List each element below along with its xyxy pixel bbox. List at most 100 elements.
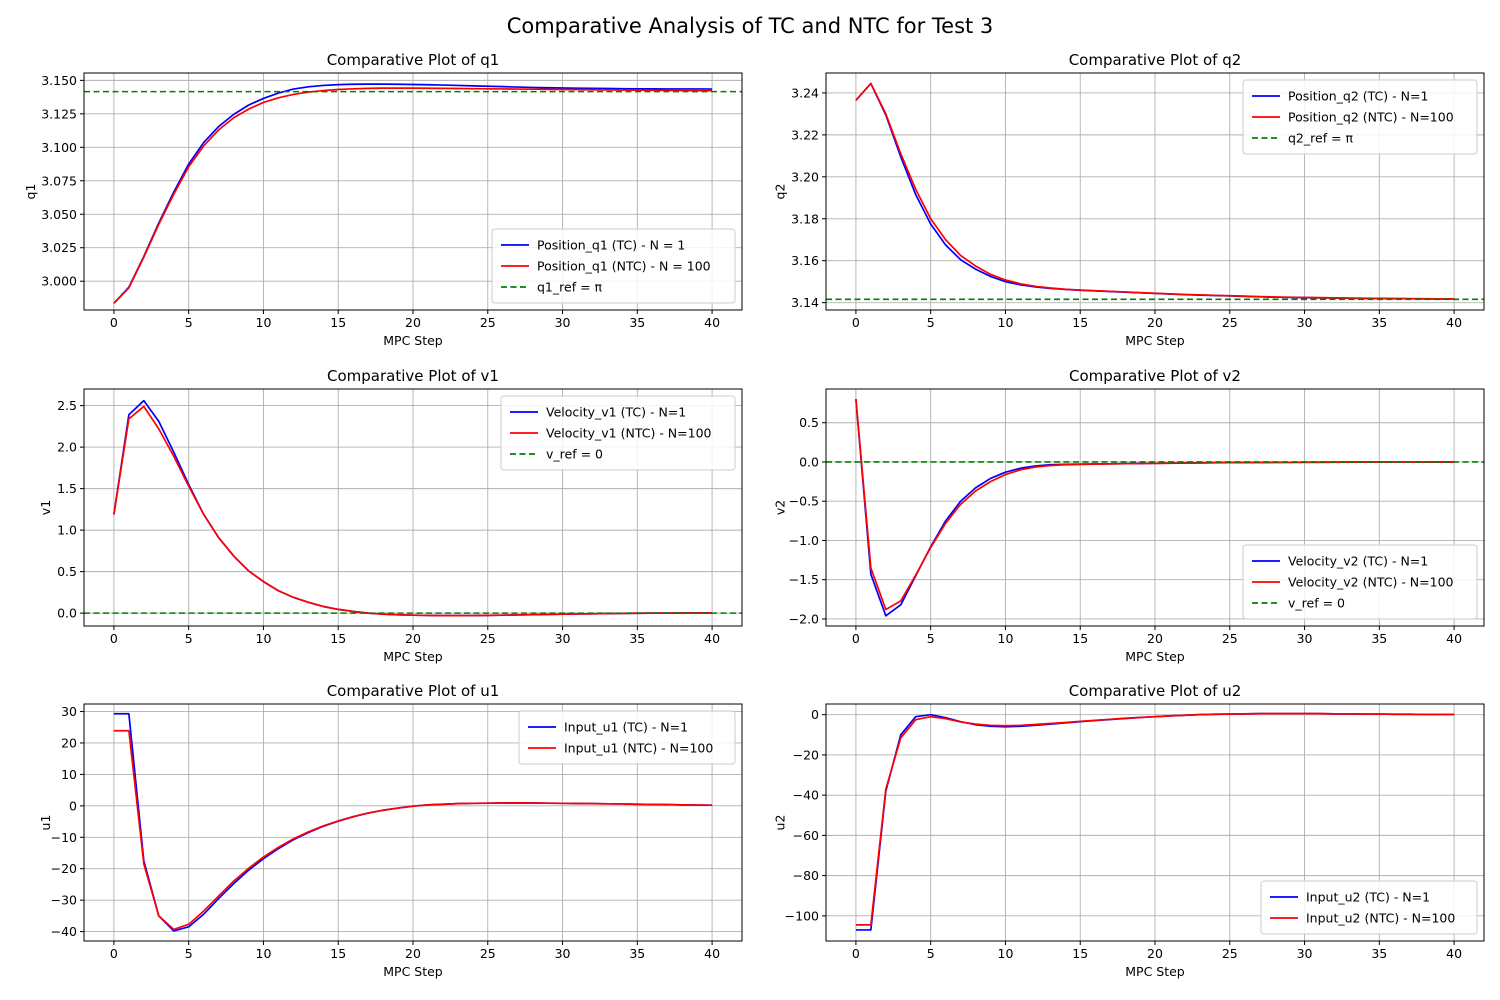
y-tick-label: −80 bbox=[793, 868, 819, 883]
x-tick-label: 35 bbox=[1371, 946, 1387, 961]
x-tick-label: 30 bbox=[1297, 315, 1313, 330]
y-tick-label: −0.5 bbox=[789, 494, 819, 509]
chart-3: 0 5 10 15 20 25 30 35 40 0.0 0.5 1.0 1.5 2.0 2.5 Compar… bbox=[38, 367, 743, 664]
x-tick-label: 5 bbox=[185, 315, 193, 330]
series-line-2 bbox=[113, 87, 713, 304]
y-tick-label: 3.20 bbox=[791, 169, 819, 184]
x-tick-label: 10 bbox=[998, 315, 1014, 330]
y-tick-label: −1.5 bbox=[789, 572, 819, 587]
y-tick-label: 0.5 bbox=[799, 415, 819, 430]
x-tick-label: 30 bbox=[1297, 631, 1313, 646]
x-tick-label: 10 bbox=[256, 631, 272, 646]
legend: Input_u1 (TC) - N=1 Input_u1 (NTC) - N=10… bbox=[518, 710, 736, 765]
y-tick-label: −40 bbox=[793, 788, 819, 803]
chart-5: 0 5 10 15 20 25 30 35 40 −40 −30 −20 −10 0 10 20 30 Compa… bbox=[38, 682, 743, 979]
legend: Position_q1 (TC) - N = 1 Position_q1 (NTC… bbox=[491, 228, 736, 304]
legend-box bbox=[518, 710, 736, 765]
x-tick-label: 40 bbox=[704, 946, 720, 961]
series-line-2 bbox=[855, 712, 1455, 926]
chart-4: 0 5 10 15 20 25 30 35 40 −2.0 −1.5 −1.0 −0.5 0.0 0.5 Co… bbox=[772, 367, 1485, 664]
y-tick-label: 3.22 bbox=[791, 127, 819, 142]
y-tick-label: 0.5 bbox=[57, 564, 77, 579]
x-tick-label: 25 bbox=[480, 315, 496, 330]
x-tick-label: 20 bbox=[1147, 631, 1163, 646]
y-tick-label: −30 bbox=[51, 893, 77, 908]
x-tick-label: 0 bbox=[852, 315, 860, 330]
y-tick-label: 0 bbox=[811, 707, 819, 722]
x-tick-label: 0 bbox=[110, 946, 118, 961]
x-tick-label: 20 bbox=[405, 315, 421, 330]
y-tick-label: −20 bbox=[51, 861, 77, 876]
legend-label: v_ref = 0 bbox=[546, 447, 603, 462]
x-tick-label: 35 bbox=[1371, 315, 1387, 330]
x-tick-label: 0 bbox=[110, 315, 118, 330]
legend-label: Input_u2 (TC) - N=1 bbox=[1306, 890, 1430, 905]
series-line-1 bbox=[113, 83, 713, 304]
legend-box bbox=[1242, 79, 1478, 155]
series-line-2 bbox=[855, 82, 1455, 300]
legend-box bbox=[1242, 544, 1478, 620]
y-tick-label: −10 bbox=[51, 830, 77, 845]
x-tick-label: 40 bbox=[704, 315, 720, 330]
x-tick-label: 35 bbox=[629, 315, 645, 330]
x-tick-label: 40 bbox=[1446, 631, 1462, 646]
x-tick-label: 5 bbox=[185, 946, 193, 961]
legend-box bbox=[500, 395, 736, 471]
y-tick-label: 2.5 bbox=[57, 398, 77, 413]
legend-label: v_ref = 0 bbox=[1288, 596, 1345, 611]
y-tick-label: 3.14 bbox=[791, 295, 819, 310]
plot-area bbox=[855, 712, 1455, 931]
x-tick-label: 25 bbox=[1222, 631, 1238, 646]
y-tick-label: 3.050 bbox=[41, 207, 77, 222]
x-axis-label: MPC Step bbox=[1125, 333, 1185, 348]
x-tick-label: 25 bbox=[1222, 315, 1238, 330]
chart-6: 0 5 10 15 20 25 30 35 40 −100 −80 −60 −40 −20 0 Compara… bbox=[772, 682, 1485, 979]
legend-label: Position_q1 (NTC) - N = 100 bbox=[537, 259, 711, 274]
y-tick-label: 1.5 bbox=[57, 481, 77, 496]
legend-box bbox=[491, 228, 736, 304]
y-tick-label: 3.125 bbox=[41, 106, 77, 121]
x-tick-label: 5 bbox=[927, 631, 935, 646]
y-axis-label: v1 bbox=[38, 500, 53, 515]
x-tick-label: 15 bbox=[330, 946, 346, 961]
y-tick-label: 3.16 bbox=[791, 253, 819, 268]
plot-area bbox=[826, 399, 1484, 617]
chart-1: 0 5 10 15 20 25 30 35 40 3.000 3.025 3.050 3.075 3.10… bbox=[23, 51, 743, 348]
y-tick-label: 0 bbox=[69, 798, 77, 813]
x-tick-label: 30 bbox=[1297, 946, 1313, 961]
x-tick-label: 25 bbox=[1222, 946, 1238, 961]
y-tick-label: 10 bbox=[61, 767, 77, 782]
x-tick-label: 35 bbox=[1371, 631, 1387, 646]
y-axis-label: u2 bbox=[772, 815, 787, 831]
legend-label: Position_q2 (TC) - N=1 bbox=[1288, 89, 1428, 104]
x-tick-label: 15 bbox=[330, 315, 346, 330]
x-tick-label: 15 bbox=[330, 631, 346, 646]
y-axis-label: v2 bbox=[772, 500, 787, 515]
legend-label: Velocity_v1 (TC) - N=1 bbox=[546, 405, 686, 420]
y-axis-label: q1 bbox=[23, 184, 38, 200]
x-tick-label: 15 bbox=[1072, 631, 1088, 646]
chart-2: 0 5 10 15 20 25 30 35 40 3.14 3.16 3.18 3.20 3.22 3.24… bbox=[772, 51, 1485, 348]
y-tick-label: 30 bbox=[61, 704, 77, 719]
y-tick-label: 3.025 bbox=[41, 240, 77, 255]
legend-label: Velocity_v1 (NTC) - N=100 bbox=[546, 426, 712, 441]
x-tick-label: 0 bbox=[852, 631, 860, 646]
plot-area bbox=[84, 83, 742, 304]
y-tick-label: −20 bbox=[793, 747, 819, 762]
legend-box bbox=[1260, 880, 1478, 935]
series-line-2 bbox=[113, 729, 713, 931]
y-tick-label: −2.0 bbox=[789, 611, 819, 626]
chart-title: Comparative Plot of u2 bbox=[1069, 682, 1242, 700]
x-axis-label: MPC Step bbox=[383, 649, 443, 664]
legend: Input_u2 (TC) - N=1 Input_u2 (NTC) - N=10… bbox=[1260, 880, 1478, 935]
x-tick-label: 5 bbox=[927, 315, 935, 330]
y-tick-label: 3.075 bbox=[41, 173, 77, 188]
x-tick-label: 35 bbox=[629, 946, 645, 961]
y-tick-label: 0.0 bbox=[57, 606, 77, 621]
x-tick-label: 25 bbox=[480, 946, 496, 961]
y-tick-label: 2.0 bbox=[57, 440, 77, 455]
legend-label: Input_u2 (NTC) - N=100 bbox=[1306, 911, 1455, 926]
y-tick-label: 3.000 bbox=[41, 274, 77, 289]
